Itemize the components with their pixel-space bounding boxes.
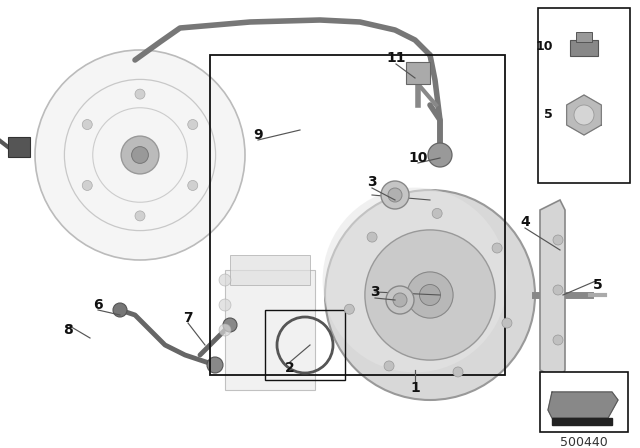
Bar xyxy=(265,310,345,380)
Circle shape xyxy=(502,318,512,328)
Circle shape xyxy=(223,318,237,332)
Circle shape xyxy=(432,208,442,219)
Circle shape xyxy=(574,105,594,125)
Circle shape xyxy=(188,120,198,129)
Bar xyxy=(8,137,30,157)
Bar xyxy=(540,372,628,432)
Text: 8: 8 xyxy=(63,323,73,337)
Circle shape xyxy=(135,89,145,99)
Text: 3: 3 xyxy=(367,175,377,189)
Circle shape xyxy=(207,357,223,373)
Text: 6: 6 xyxy=(93,298,103,312)
Circle shape xyxy=(553,235,563,245)
Text: 7: 7 xyxy=(183,311,193,325)
Bar xyxy=(538,8,630,183)
Circle shape xyxy=(388,188,402,202)
Circle shape xyxy=(365,230,495,360)
Text: 10: 10 xyxy=(536,40,553,53)
Polygon shape xyxy=(540,200,565,380)
Text: 4: 4 xyxy=(520,215,530,229)
Circle shape xyxy=(344,304,355,314)
Bar xyxy=(225,270,315,390)
Circle shape xyxy=(219,274,231,286)
Bar xyxy=(570,40,598,56)
Circle shape xyxy=(453,367,463,377)
Circle shape xyxy=(325,190,535,400)
Text: 1: 1 xyxy=(410,381,420,395)
Circle shape xyxy=(83,120,92,129)
Text: 2: 2 xyxy=(285,361,295,375)
Text: 5: 5 xyxy=(593,278,603,292)
Circle shape xyxy=(381,181,409,209)
Circle shape xyxy=(367,232,377,242)
Circle shape xyxy=(393,293,407,307)
Text: 11: 11 xyxy=(387,51,406,65)
Circle shape xyxy=(135,211,145,221)
Circle shape xyxy=(132,146,148,164)
Polygon shape xyxy=(548,392,618,418)
Circle shape xyxy=(35,50,245,260)
Circle shape xyxy=(419,284,440,306)
Text: 500440: 500440 xyxy=(560,436,608,448)
Circle shape xyxy=(553,335,563,345)
Circle shape xyxy=(83,181,92,190)
Bar xyxy=(406,62,430,84)
Bar xyxy=(230,255,310,285)
Circle shape xyxy=(113,303,127,317)
Circle shape xyxy=(386,286,414,314)
Circle shape xyxy=(384,361,394,371)
Circle shape xyxy=(219,324,231,336)
Circle shape xyxy=(553,285,563,295)
Bar xyxy=(210,55,505,375)
Circle shape xyxy=(121,136,159,174)
Circle shape xyxy=(492,243,502,253)
Text: 9: 9 xyxy=(253,128,263,142)
Circle shape xyxy=(188,181,198,190)
Circle shape xyxy=(219,299,231,311)
Polygon shape xyxy=(566,95,602,135)
Bar xyxy=(576,32,592,42)
Circle shape xyxy=(407,272,453,318)
Text: 10: 10 xyxy=(408,151,428,165)
Text: 3: 3 xyxy=(370,285,380,299)
Circle shape xyxy=(323,188,508,372)
Polygon shape xyxy=(552,418,612,425)
Circle shape xyxy=(428,143,452,167)
Text: 5: 5 xyxy=(544,108,553,121)
